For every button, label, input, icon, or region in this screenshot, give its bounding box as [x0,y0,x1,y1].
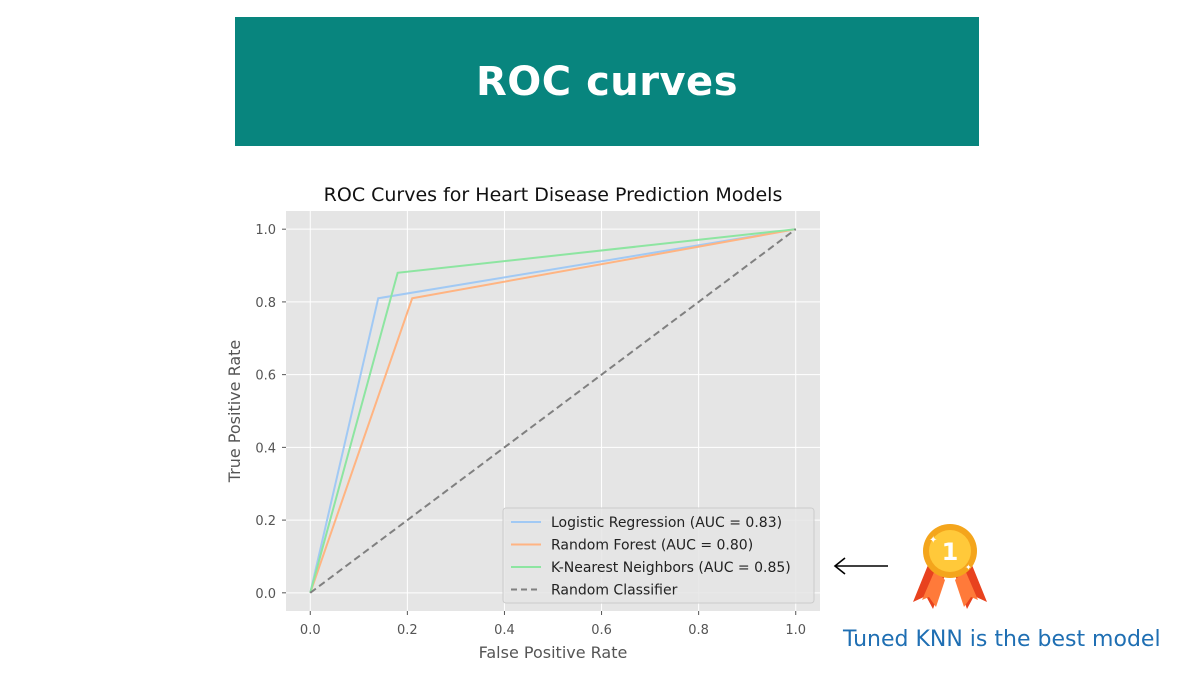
legend-box [502,507,815,604]
x-tick-label: 0.2 [397,623,418,638]
x-tick-label: 0.8 [688,623,709,638]
x-tick-label: 1.0 [785,623,806,638]
y-tick-label: 0.0 [255,587,276,602]
y-tick-label: 1.0 [255,223,276,238]
series-line [309,228,796,594]
best-model-annotation: Tuned KNN is the best model [843,627,1161,652]
y-tick-label: 0.8 [255,296,276,311]
x-tick-label: 0.0 [300,623,321,638]
sparkle-icon: ✦ [965,563,972,572]
y-axis-label: True Positive Rate [225,340,244,484]
chart-title: ROC Curves for Heart Disease Prediction … [324,184,783,206]
title-banner: ROC curves [235,17,979,146]
series-line [309,228,796,594]
x-tick-label: 0.6 [591,623,612,638]
y-tick-label: 0.6 [255,369,276,384]
medal-label: 1 [942,538,959,566]
x-tick-label: 0.4 [494,623,515,638]
first-place-medal-icon: 1 ✦ ✦ [913,524,987,609]
x-axis-label: False Positive Rate [479,643,628,662]
legend-entry: Random Forest (AUC = 0.80) [551,538,753,554]
page-title: ROC curves [475,58,738,105]
y-tick-label: 0.2 [255,514,276,529]
legend-entry: Logistic Regression (AUC = 0.83) [551,515,782,531]
series-line [309,228,797,594]
left-arrow-icon [833,557,888,575]
y-tick-label: 0.4 [255,441,276,456]
legend-entry: Random Classifier [551,583,678,599]
legend-entry: K-Nearest Neighbors (AUC = 0.85) [551,560,791,576]
sparkle-icon: ✦ [929,535,937,546]
series-line [309,228,796,594]
